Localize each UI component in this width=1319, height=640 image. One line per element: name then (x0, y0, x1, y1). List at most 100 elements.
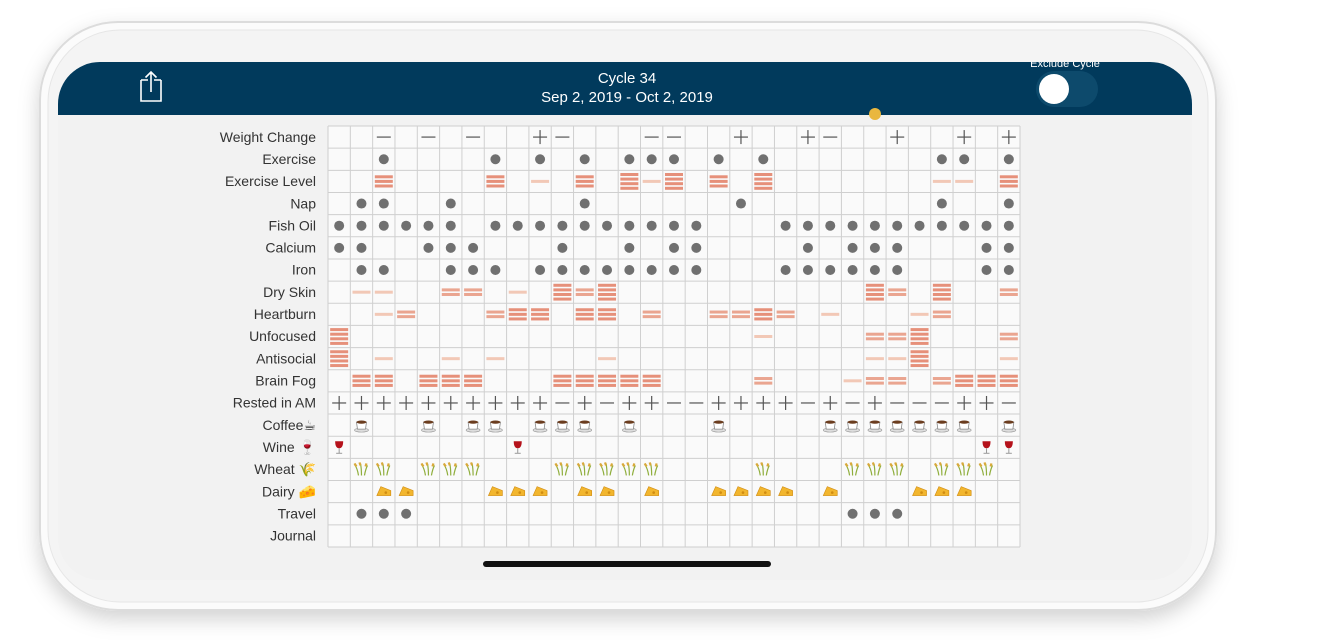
cell-mark (620, 172, 639, 190)
cell-mark (374, 357, 393, 361)
cell-mark (423, 220, 434, 231)
row-label: Coffee☕ (262, 417, 316, 433)
grain (978, 462, 993, 468)
bar (955, 179, 974, 183)
bar (776, 315, 795, 319)
bar (865, 292, 884, 296)
cell-mark (535, 265, 546, 276)
cell-mark (802, 220, 813, 231)
cell-mark (598, 283, 617, 301)
cell-mark (823, 395, 838, 410)
row-label: Nap (290, 195, 316, 211)
cell-mark (490, 265, 501, 276)
bar (620, 379, 639, 383)
bar (508, 308, 527, 312)
cell-mark (1003, 198, 1014, 209)
hole (763, 491, 767, 494)
cell-mark (621, 462, 636, 476)
cell-mark (468, 242, 479, 253)
bar (419, 383, 438, 387)
share-button[interactable] (140, 70, 162, 102)
bar (955, 383, 974, 387)
bar (598, 297, 617, 301)
glass (982, 441, 991, 449)
dot (334, 242, 345, 253)
cell-mark (401, 508, 412, 519)
bar (620, 172, 639, 176)
cell-mark (979, 395, 994, 410)
dot (579, 154, 590, 165)
cell-mark (356, 198, 367, 209)
bar (888, 377, 907, 381)
cell-mark (531, 308, 550, 321)
row-label: Antisocial (256, 350, 316, 366)
grain (420, 462, 435, 468)
cell-mark (510, 486, 526, 496)
cell-mark (982, 441, 991, 454)
bar (464, 292, 483, 296)
cheese (487, 486, 503, 496)
cell-mark (669, 154, 679, 165)
hole (830, 491, 834, 494)
cell-mark (353, 462, 369, 476)
cell-mark (1001, 130, 1016, 145)
grain (465, 462, 480, 468)
bar (709, 184, 728, 188)
cell-mark (575, 374, 594, 387)
bar (731, 310, 750, 314)
cell-mark (999, 374, 1018, 387)
dot (378, 154, 389, 165)
dot (691, 220, 702, 231)
coffee-top (892, 420, 903, 424)
bar (397, 310, 416, 314)
exclude-toggle[interactable] (1036, 71, 1098, 107)
dot (959, 220, 970, 231)
cell-mark (486, 310, 505, 319)
dot (869, 508, 880, 519)
bar (441, 379, 460, 383)
dot (535, 265, 546, 276)
cell-mark (532, 420, 548, 433)
cell-mark (486, 357, 505, 361)
cell-mark (555, 420, 570, 433)
cell-mark (756, 395, 771, 410)
bar (910, 312, 929, 316)
dot (445, 198, 456, 209)
bar (754, 312, 773, 316)
coffee-top (1003, 420, 1014, 424)
coffee-top (557, 420, 568, 424)
bar (598, 374, 617, 378)
row-label: Rested in AM (233, 395, 316, 411)
row-label: Dairy 🧀 (262, 483, 316, 499)
hole (741, 491, 745, 494)
bar (999, 288, 1018, 292)
bar (999, 337, 1018, 341)
cell-mark (624, 220, 635, 231)
cell-mark (508, 290, 527, 294)
cell-mark (646, 154, 657, 165)
cell-mark (354, 395, 369, 410)
cell-mark (378, 198, 389, 209)
row-label: Calcium (265, 240, 316, 256)
bar (486, 357, 505, 361)
cell-mark (780, 265, 791, 276)
dot (802, 242, 813, 253)
coffee-top (713, 420, 724, 424)
coffee-top (423, 420, 434, 424)
cell-mark (754, 172, 773, 190)
cheese (577, 486, 593, 496)
coffee-top (579, 420, 590, 424)
dot (981, 242, 992, 253)
cell-mark (847, 242, 858, 253)
cell-mark (533, 130, 548, 145)
cell-mark (735, 198, 746, 209)
cell-mark (512, 220, 523, 231)
coffee-top (959, 420, 970, 424)
dot (646, 220, 657, 231)
grain (353, 462, 368, 468)
bar (508, 290, 527, 294)
cell-mark (1004, 441, 1013, 454)
cell-mark (642, 179, 661, 183)
cell-mark (1001, 420, 1017, 433)
bar (330, 332, 349, 336)
